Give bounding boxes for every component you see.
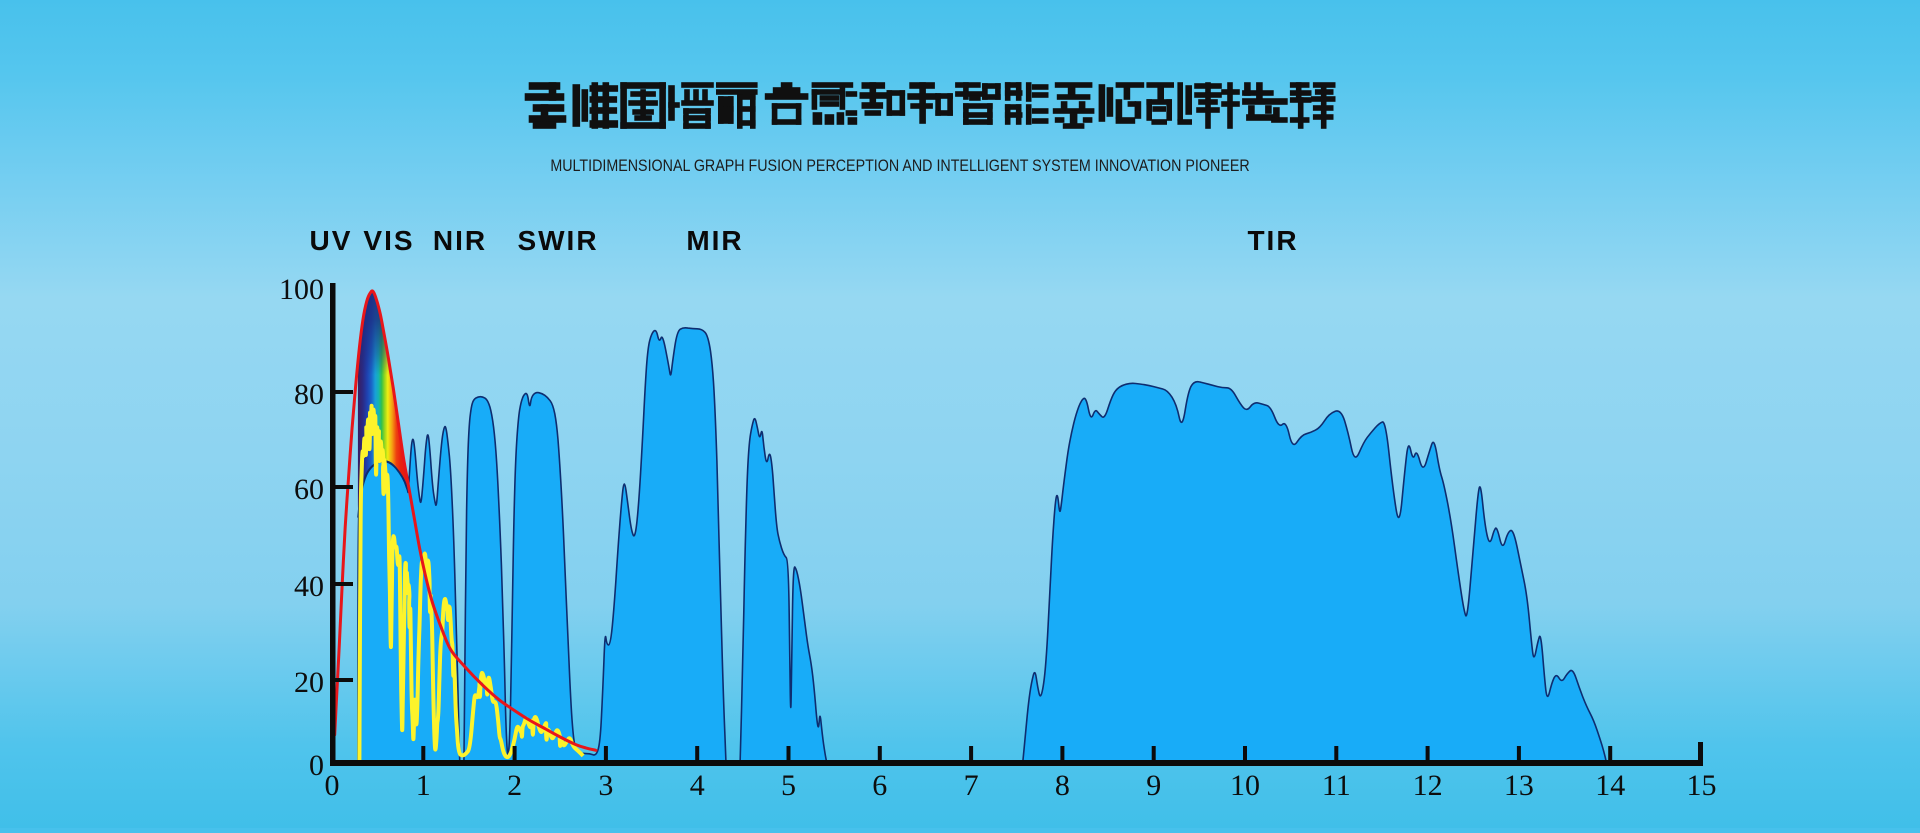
svg-text:SWIR: SWIR [517, 225, 598, 256]
svg-text:UV: UV [310, 225, 353, 256]
svg-text:MIR: MIR [686, 225, 743, 256]
svg-text:11: 11 [1322, 769, 1351, 802]
svg-text:2: 2 [507, 769, 522, 802]
svg-text:3: 3 [598, 769, 613, 802]
svg-text:TIR: TIR [1247, 225, 1298, 256]
svg-text:1: 1 [416, 769, 431, 802]
svg-text:VIS: VIS [363, 225, 414, 256]
svg-text:12: 12 [1413, 769, 1443, 802]
svg-text:6: 6 [872, 769, 887, 802]
svg-text:60: 60 [294, 473, 324, 506]
svg-text:10: 10 [1230, 769, 1260, 802]
svg-text:13: 13 [1504, 769, 1534, 802]
svg-text:0: 0 [325, 769, 340, 802]
svg-text:NIR: NIR [433, 225, 487, 256]
svg-text:4: 4 [690, 769, 705, 802]
svg-text:MULTIDIMENSIONAL GRAPH FUSION: MULTIDIMENSIONAL GRAPH FUSION PERCEPTION… [550, 157, 1249, 175]
svg-text:20: 20 [294, 666, 324, 699]
svg-text:0: 0 [309, 749, 324, 782]
svg-text:5: 5 [781, 769, 796, 802]
svg-text:8: 8 [1055, 769, 1070, 802]
svg-text:100: 100 [279, 273, 324, 306]
svg-text:80: 80 [294, 378, 324, 411]
svg-text:15: 15 [1687, 769, 1717, 802]
svg-text:14: 14 [1595, 769, 1625, 802]
svg-text:40: 40 [294, 570, 324, 603]
svg-text:7: 7 [964, 769, 979, 802]
svg-text:9: 9 [1146, 769, 1161, 802]
